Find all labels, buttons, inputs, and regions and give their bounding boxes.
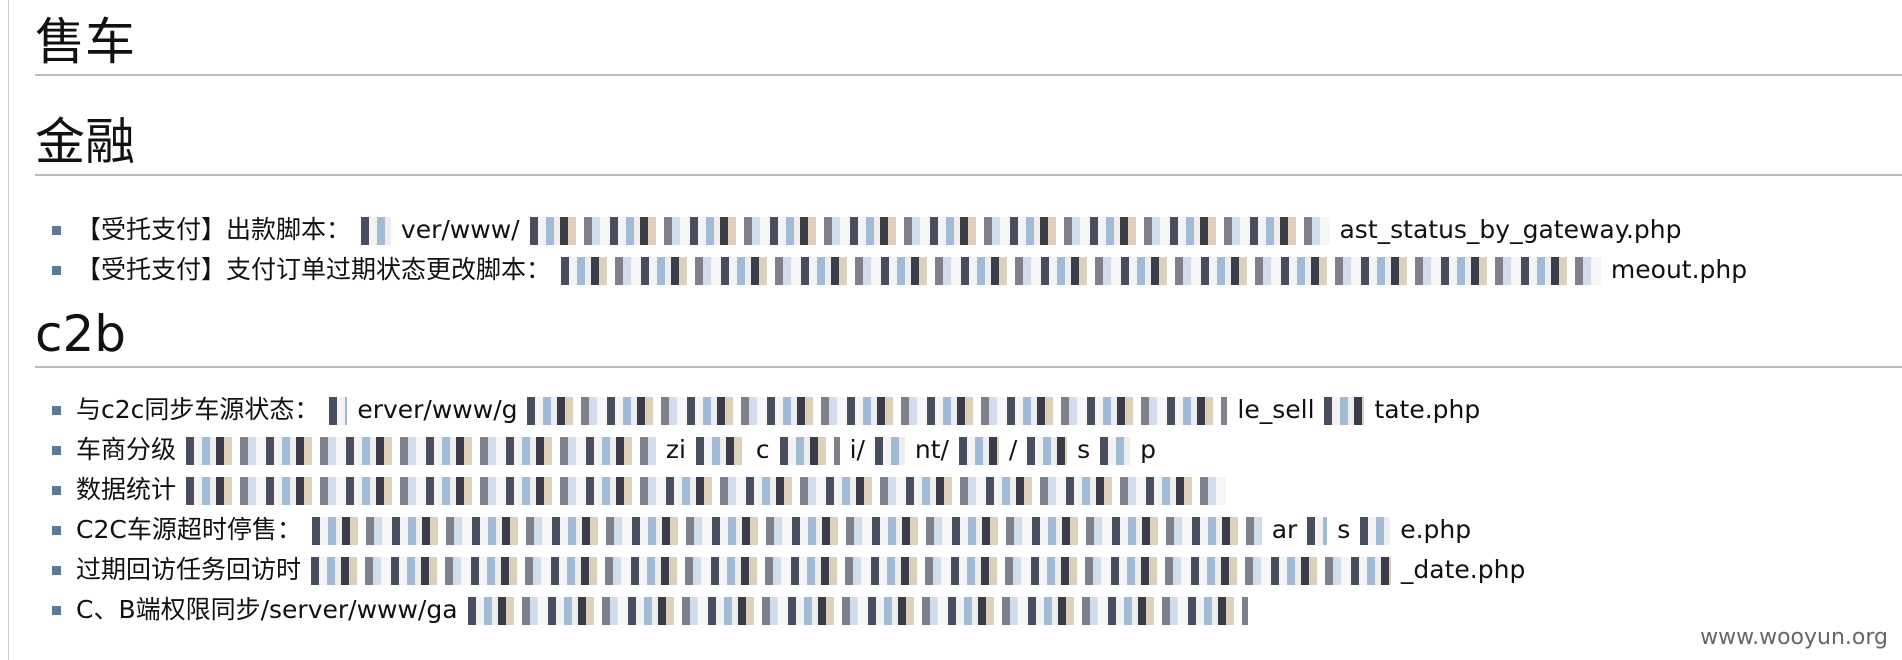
item-visible-c: tate.php	[1374, 395, 1481, 424]
item-prefix: 车商分级	[76, 435, 177, 464]
section-title-finance: 金融	[35, 114, 1902, 176]
redaction-block	[695, 437, 746, 465]
bullet-icon	[52, 406, 61, 415]
list-item: C2C车源超时停售： ar s e.php	[52, 510, 1902, 550]
c2b-list: 与c2c同步车源状态： erver/www/g le_sell tate.php…	[52, 390, 1902, 630]
left-border	[8, 0, 9, 660]
item-prefix: 【受托支付】支付订单过期状态更改脚本：	[76, 255, 552, 284]
list-item: 车商分级 zi c i/ nt/ / s p	[52, 430, 1902, 470]
redaction-block	[310, 557, 1391, 585]
item-visible-b: meout.php	[1610, 255, 1748, 284]
redaction-block	[1027, 437, 1068, 465]
redaction-block	[1360, 517, 1391, 545]
redaction-block	[185, 437, 656, 465]
redaction-block	[329, 397, 348, 425]
list-item: 【受托支付】出款脚本： ver/www/ ast_status_by_gatew…	[52, 210, 1902, 250]
item-prefix: C、B端权限同步/server/www/ga	[76, 595, 458, 624]
redaction-block	[360, 217, 391, 245]
list-item: C、B端权限同步/server/www/ga	[52, 590, 1902, 630]
bullet-icon	[52, 266, 61, 275]
section-title-c2b: c2b	[35, 306, 1902, 368]
item-visible-a: zi	[665, 435, 686, 464]
redaction-block	[560, 257, 1601, 285]
item-prefix: 数据统计	[76, 475, 177, 504]
item-visible-b: _date.php	[1400, 555, 1526, 584]
item-visible-e: /	[1008, 435, 1018, 464]
redaction-block	[311, 517, 1262, 545]
item-visible-a: erver/www/g	[357, 395, 518, 424]
item-visible-g: p	[1140, 435, 1156, 464]
item-prefix: 与c2c同步车源状态：	[76, 395, 320, 424]
section-c2b: c2b	[35, 306, 1902, 368]
list-item: 与c2c同步车源状态： erver/www/g le_sell tate.php	[52, 390, 1902, 430]
section-finance: 金融	[35, 114, 1902, 176]
bullet-icon	[52, 486, 61, 495]
redaction-block	[467, 597, 1248, 625]
section-sale: 售车	[35, 14, 1902, 76]
finance-list: 【受托支付】出款脚本： ver/www/ ast_status_by_gatew…	[52, 210, 1902, 290]
bullet-icon	[52, 446, 61, 455]
redaction-block	[1324, 397, 1365, 425]
item-visible-d: nt/	[914, 435, 949, 464]
section-title-sale: 售车	[35, 14, 1902, 76]
item-visible-b: ast_status_by_gateway.php	[1339, 215, 1682, 244]
redaction-block	[874, 437, 905, 465]
list-item: 【受托支付】支付订单过期状态更改脚本： meout.php	[52, 250, 1902, 290]
item-visible-b: le_sell	[1237, 395, 1315, 424]
item-visible-b: c	[755, 435, 770, 464]
redaction-block	[527, 397, 1228, 425]
list-item: 过期回访任务回访时 _date.php	[52, 550, 1902, 590]
watermark: www.wooyun.org	[1700, 625, 1888, 650]
bullet-icon	[52, 566, 61, 575]
redaction-block	[958, 437, 999, 465]
bullet-icon	[52, 606, 61, 615]
item-visible-c: i/	[849, 435, 865, 464]
item-prefix: C2C车源超时停售：	[76, 515, 302, 544]
redaction-block	[185, 477, 1226, 505]
item-visible-d: e.php	[1400, 515, 1472, 544]
list-item: 数据统计	[52, 470, 1902, 510]
redaction-block	[1100, 437, 1131, 465]
item-visible-c: s	[1337, 515, 1351, 544]
item-visible-f: s	[1077, 435, 1091, 464]
redaction-block	[1307, 517, 1328, 545]
item-visible-a: ver/www/	[400, 215, 520, 244]
item-visible-b: ar	[1271, 515, 1298, 544]
bullet-icon	[52, 226, 61, 235]
item-prefix: 【受托支付】出款脚本：	[76, 215, 352, 244]
redaction-block	[529, 217, 1330, 245]
redaction-block	[779, 437, 840, 465]
item-prefix: 过期回访任务回访时	[76, 555, 302, 584]
bullet-icon	[52, 526, 61, 535]
